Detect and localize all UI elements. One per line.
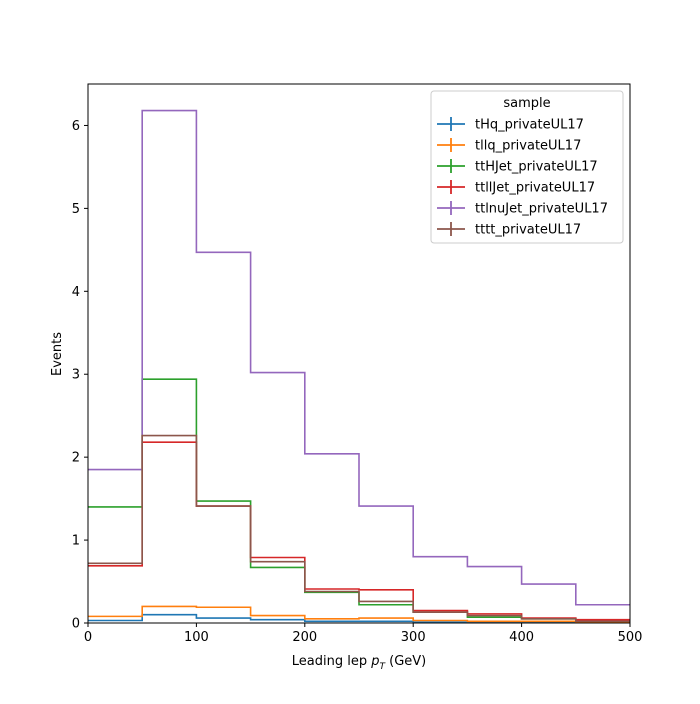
x-axis-label-subscript: T (379, 662, 386, 672)
legend: sample tHq_privateUL17 tllq_privateUL17tt… (430, 90, 624, 244)
y-axis-ticks: 0 1 2 3 4 5 6 (72, 119, 88, 632)
y-tick-label: 6 (72, 119, 80, 134)
legend-title: sample (503, 96, 550, 111)
x-axis-label-unit: (GeV) (389, 654, 426, 669)
legend-box (430, 90, 624, 244)
y-tick-label: 2 (72, 451, 80, 466)
x-tick-label: 400 (509, 630, 534, 645)
legend-entry-ttlnujet-privateul17: ttlnuJet_privateUL17 (437, 201, 608, 217)
legend-label: ttHJet_privateUL17 (475, 160, 598, 175)
x-tick-label: 300 (401, 630, 426, 645)
legend-entries: tHq_privateUL17 tllq_privateUL17 ttHJet_pr… (437, 117, 608, 238)
x-tick-label: 100 (184, 630, 209, 645)
y-tick-label: 3 (72, 368, 80, 383)
x-axis-label: Leading lep pT (GeV) (292, 654, 426, 672)
legend-label: ttllJet_privateUL17 (475, 181, 595, 196)
y-tick-label: 0 (72, 617, 80, 632)
series-line-ttlnujet-privateul17 (88, 109, 630, 606)
y-tick-label: 5 (72, 202, 80, 217)
y-tick-label: 1 (72, 534, 80, 549)
y-tick-label: 4 (72, 285, 80, 300)
legend-label: tttt_privateUL17 (475, 223, 581, 238)
series-line-tllq-privateul17 (88, 605, 630, 623)
legend-entry-thq-privateul17: tHq_privateUL17 (437, 117, 584, 133)
series-line-tttt-privateul17 (88, 434, 630, 623)
y-axis-label: Events (50, 332, 65, 376)
x-tick-label: 200 (292, 630, 317, 645)
x-tick-label: 0 (84, 630, 92, 645)
legend-entry-ttlljet-privateul17: ttllJet_privateUL17 (437, 180, 595, 196)
x-axis-label-text: Leading lep (292, 654, 367, 669)
x-tick-label: 500 (618, 630, 643, 645)
series-layer (88, 109, 630, 624)
legend-label: ttlnuJet_privateUL17 (475, 202, 608, 217)
legend-label: tllq_privateUL17 (475, 139, 581, 154)
legend-entry-tttt-privateul17: tttt_privateUL17 (437, 222, 581, 238)
plot-frame (87, 83, 631, 624)
legend-entry-tthjet-privateul17: ttHJet_privateUL17 (437, 159, 598, 175)
x-axis-ticks: 0 100 200 300 400 500 (84, 623, 643, 645)
x-axis-label-math: p (370, 654, 379, 669)
legend-entry-tllq-privateul17: tllq_privateUL17 (437, 138, 581, 154)
legend-label: tHq_privateUL17 (475, 118, 584, 133)
